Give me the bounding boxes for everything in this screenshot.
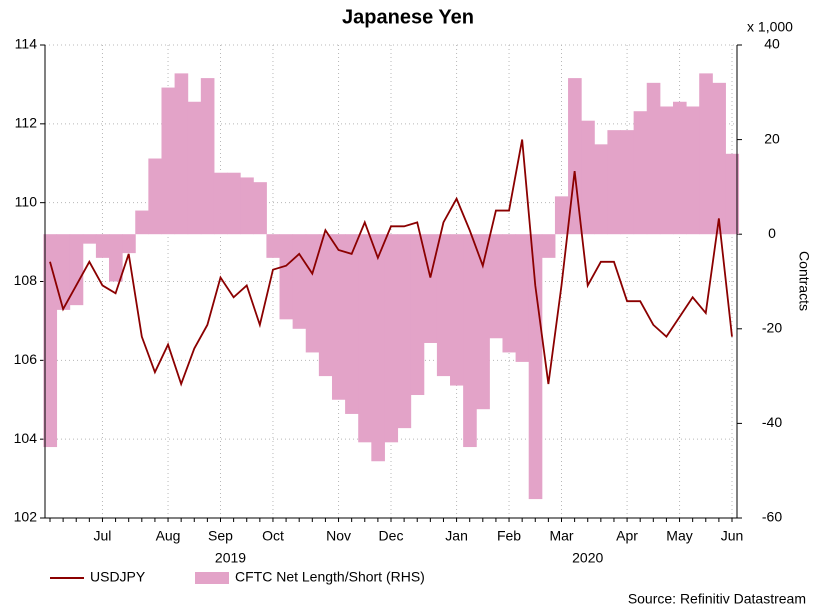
bar [528, 234, 543, 500]
bar [476, 234, 490, 410]
y2-tick-label: -60 [762, 509, 782, 525]
year-label: 2019 [215, 550, 246, 566]
x-tick-label: Nov [326, 528, 351, 544]
bar [450, 234, 464, 386]
bar [672, 101, 687, 235]
bar [331, 234, 346, 400]
bar [148, 158, 162, 235]
bar [633, 111, 648, 235]
bar [607, 130, 622, 235]
line [49, 139, 733, 387]
x-tick-label: Jan [445, 528, 468, 544]
legend-label: USDJPY [90, 569, 146, 585]
bar [397, 234, 412, 429]
bar [712, 82, 726, 235]
y2-tick-label: -40 [762, 414, 782, 430]
bar [279, 234, 294, 320]
bar [187, 101, 202, 235]
bar [410, 234, 425, 396]
bar [725, 153, 740, 235]
bar [502, 234, 517, 353]
y2-unit: x 1,000 [747, 19, 793, 35]
bar [371, 234, 385, 462]
bar [515, 234, 530, 362]
bar [56, 234, 71, 310]
bar [135, 210, 149, 235]
bar [489, 234, 503, 339]
y2-tick-label: 40 [764, 36, 780, 52]
x-tick-label: Jul [94, 528, 112, 544]
bar [686, 106, 700, 235]
bar [699, 73, 713, 235]
x-tick-label: Apr [616, 528, 638, 544]
bar [95, 234, 110, 258]
bar [213, 172, 228, 235]
bar [659, 106, 674, 235]
y-tick-label: 108 [14, 272, 38, 288]
y-tick-label: 106 [14, 351, 38, 367]
bar [384, 234, 399, 443]
bar [43, 234, 58, 448]
y-tick-label: 112 [15, 115, 38, 131]
y-tick-label: 102 [14, 509, 38, 525]
legend-label: CFTC Net Length/Short (RHS) [235, 569, 425, 585]
year-label: 2020 [572, 550, 603, 566]
bar [463, 234, 477, 448]
y-tick-label: 104 [14, 430, 38, 446]
bar [436, 234, 451, 377]
bar [594, 144, 608, 235]
x-tick-label: Oct [262, 528, 284, 544]
bar [581, 120, 595, 235]
bar [253, 182, 267, 235]
legend-swatch [195, 572, 229, 584]
bar [109, 234, 123, 282]
bar [266, 234, 281, 258]
bar [318, 234, 333, 377]
bar [305, 234, 320, 353]
bar [227, 172, 241, 235]
y2-axis-title: Contracts [796, 251, 812, 311]
x-tick-label: Sep [208, 528, 233, 544]
bar [423, 234, 438, 343]
bar [292, 234, 307, 329]
bar [345, 234, 359, 414]
source: Source: Refinitiv Datastream [628, 591, 806, 607]
bar [174, 73, 189, 235]
y-tick-label: 110 [15, 193, 38, 209]
bar [122, 234, 136, 254]
chart-title: Japanese Yen [342, 6, 474, 28]
bar [200, 78, 215, 235]
bar [620, 130, 635, 235]
x-tick-label: Jun [721, 528, 744, 544]
x-tick-label: May [666, 528, 692, 544]
y2-tick-label: 20 [764, 130, 780, 146]
y2-tick-label: -20 [762, 320, 782, 336]
x-tick-label: Mar [549, 528, 573, 544]
y-tick-label: 114 [15, 36, 38, 52]
bar [554, 196, 569, 235]
x-tick-label: Feb [497, 528, 521, 544]
bar [541, 234, 556, 258]
bar [646, 82, 661, 235]
bar [82, 234, 97, 244]
y2-tick-label: 0 [768, 225, 776, 241]
bar [240, 177, 254, 235]
bar [161, 87, 176, 235]
bar [358, 234, 372, 443]
x-tick-label: Aug [156, 528, 181, 544]
bar [69, 234, 84, 306]
x-tick-label: Dec [379, 528, 404, 544]
